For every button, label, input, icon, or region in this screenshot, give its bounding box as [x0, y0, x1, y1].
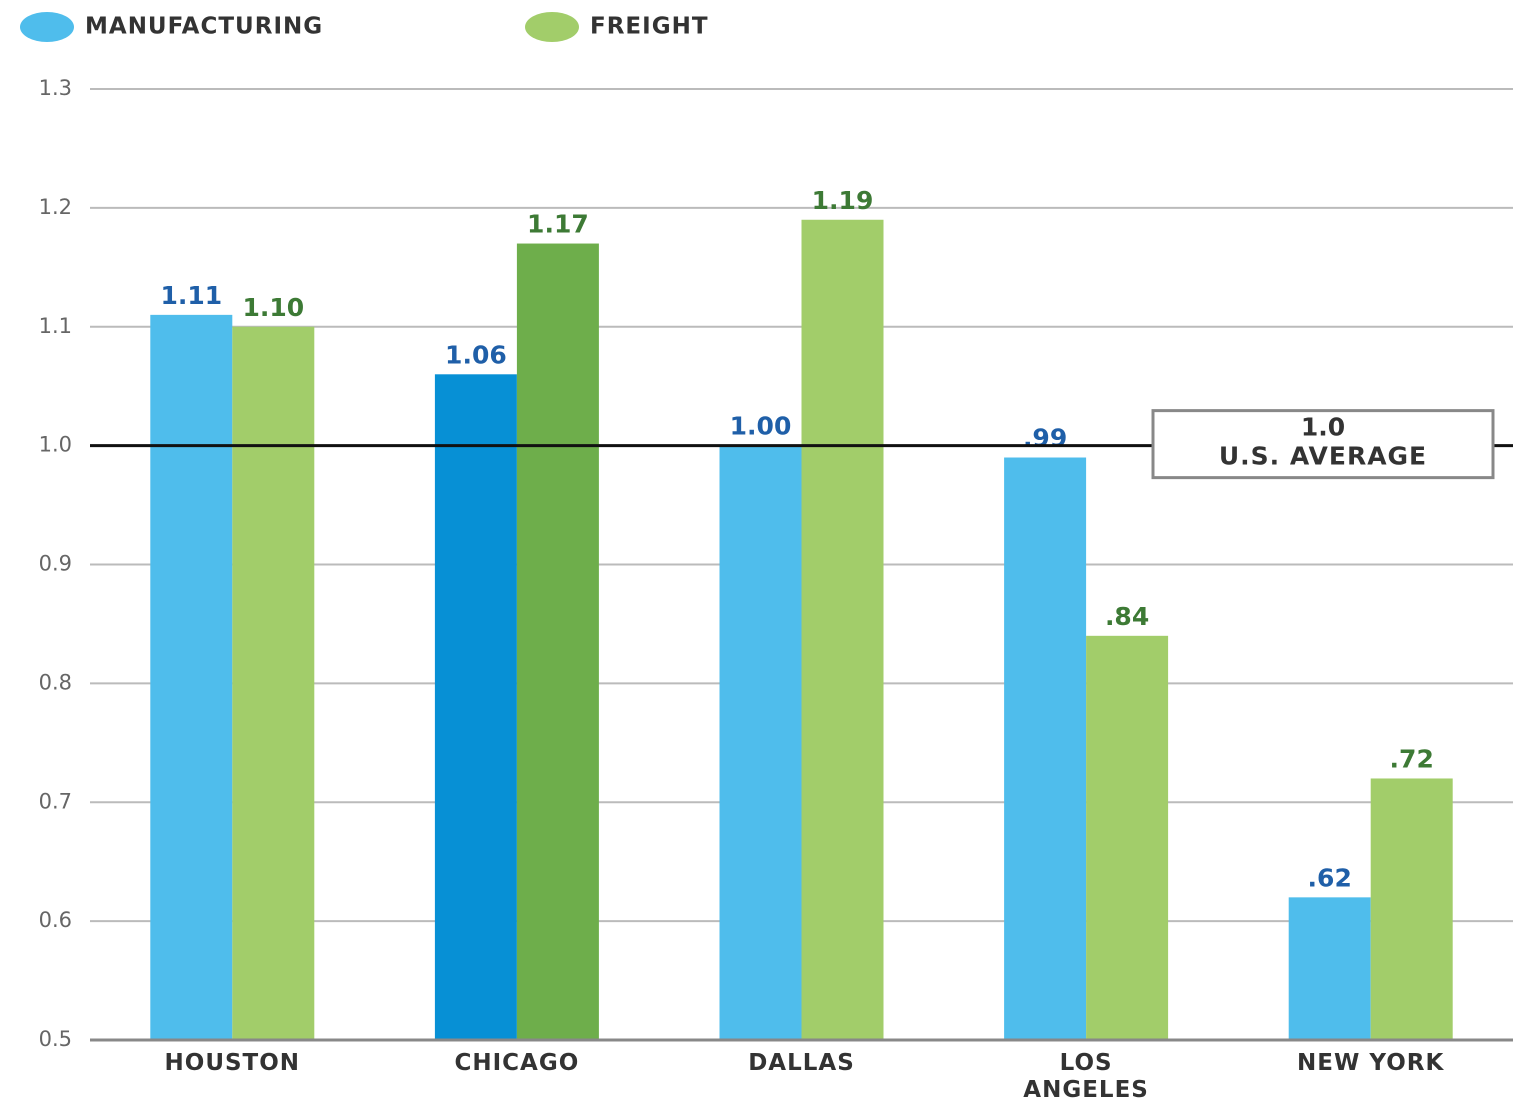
value-label: .84 — [1105, 602, 1149, 631]
legend-label: MANUFACTURING — [85, 14, 323, 40]
value-label: 1.19 — [812, 186, 874, 215]
legend-label: FREIGHT — [590, 14, 709, 40]
bar — [1288, 897, 1371, 1040]
bar — [516, 243, 599, 1041]
reference-box — [1151, 409, 1495, 480]
y-tick-label: 0.9 — [39, 552, 72, 576]
bar — [1004, 457, 1087, 1040]
bar — [434, 374, 517, 1040]
y-tick-label: 0.7 — [39, 789, 72, 813]
x-tick-label: CHICAGO — [454, 1050, 580, 1076]
value-label: 1.11 — [160, 281, 222, 310]
value-label: 1.10 — [242, 293, 304, 322]
legend-swatch — [525, 12, 579, 42]
y-tick-label: 1.0 — [39, 433, 72, 457]
value-label: 1.17 — [527, 210, 589, 239]
y-tick-label: 1.2 — [39, 195, 72, 219]
value-label: .72 — [1390, 744, 1434, 773]
y-tick-label: 0.5 — [39, 1027, 72, 1051]
value-label: .62 — [1308, 863, 1352, 892]
x-tick-label: LOS ANGELES — [1023, 1050, 1149, 1101]
y-tick-label: 0.6 — [39, 908, 72, 932]
y-tick-label: 0.8 — [39, 670, 72, 694]
bar — [150, 314, 233, 1040]
bar — [1086, 635, 1169, 1040]
value-label: .99 — [1023, 424, 1067, 453]
x-tick-label: DALLAS — [748, 1050, 855, 1076]
reference-value: 1.0 — [1301, 413, 1345, 442]
reference-label: U.S. AVERAGE — [1219, 442, 1427, 471]
x-tick-label: NEW YORK — [1297, 1050, 1445, 1076]
value-label: 1.06 — [445, 340, 507, 369]
legend-swatch — [20, 12, 74, 42]
bar — [1370, 778, 1453, 1040]
y-tick-label: 1.3 — [39, 76, 72, 100]
bar — [232, 326, 315, 1040]
bar — [801, 219, 884, 1040]
x-tick-label: HOUSTON — [164, 1050, 301, 1076]
value-label: 1.00 — [730, 412, 792, 441]
y-tick-label: 1.1 — [39, 314, 72, 338]
bar — [719, 445, 802, 1040]
